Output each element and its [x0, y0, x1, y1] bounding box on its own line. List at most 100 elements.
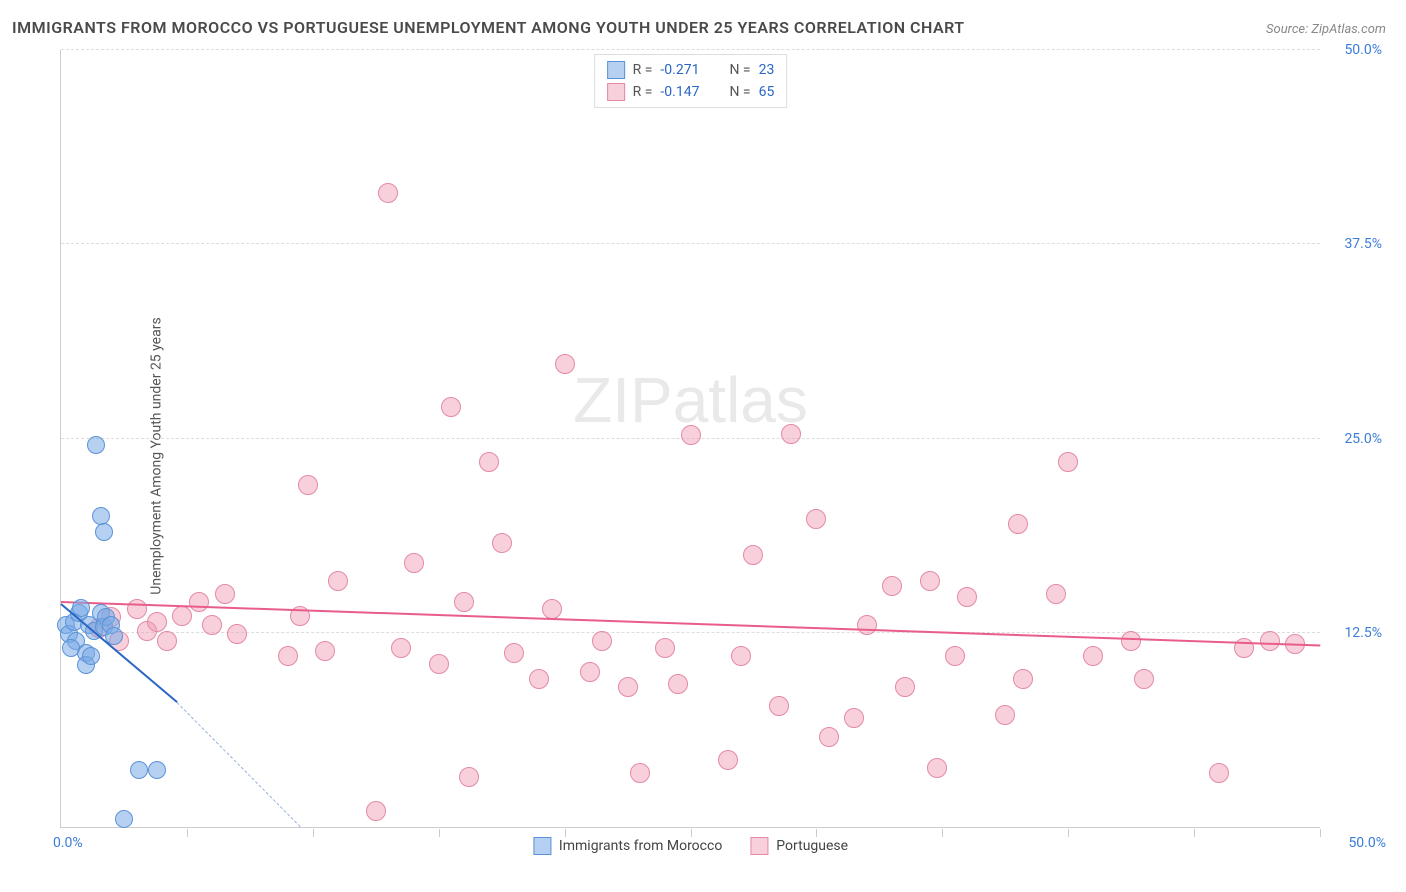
morocco-marker: [87, 436, 105, 454]
y-tick-label: 25.0%: [1344, 431, 1382, 447]
portuguese-marker: [504, 643, 524, 663]
portuguese-marker: [743, 545, 763, 565]
portuguese-marker: [202, 615, 222, 635]
portuguese-marker: [895, 677, 915, 697]
x-tick: [565, 829, 566, 837]
morocco-marker: [62, 639, 80, 657]
legend-corr-row-morocco: R =-0.271N =23: [607, 59, 775, 81]
legend-series: Immigrants from Morocco Portuguese: [533, 837, 848, 855]
portuguese-marker: [454, 592, 474, 612]
portuguese-marker: [429, 654, 449, 674]
portuguese-marker: [630, 763, 650, 783]
portuguese-marker: [927, 758, 947, 778]
portuguese-marker: [404, 553, 424, 573]
source-attribution: Source: ZipAtlas.com: [1266, 22, 1386, 37]
legend-corr-row-portuguese: R = -0.147 N = 65: [607, 81, 775, 103]
plot-area: ZIPatlas R =-0.271N =23R =-0.147N =65 0.…: [60, 50, 1320, 828]
portuguese-marker: [555, 354, 575, 374]
legend-r-value: -0.147: [660, 81, 699, 103]
x-origin-label: 0.0%: [53, 835, 83, 851]
portuguese-marker: [681, 425, 701, 445]
chart-title: IMMIGRANTS FROM MOROCCO VS PORTUGUESE UN…: [12, 18, 965, 37]
portuguese-marker: [278, 646, 298, 666]
portuguese-marker: [328, 571, 348, 591]
legend-swatch: [750, 837, 768, 855]
morocco-marker: [82, 647, 100, 665]
portuguese-marker: [655, 638, 675, 658]
x-tick: [313, 829, 314, 837]
portuguese-marker: [366, 801, 386, 821]
x-tick: [1194, 829, 1195, 837]
portuguese-marker: [529, 669, 549, 689]
legend-correlation: R =-0.271N =23R = -0.147 N = 65: [594, 54, 788, 108]
portuguese-marker: [1134, 669, 1154, 689]
grid-line: [61, 49, 1320, 50]
portuguese-marker: [1046, 584, 1066, 604]
portuguese-marker: [781, 424, 801, 444]
portuguese-marker: [580, 662, 600, 682]
portuguese-marker: [819, 727, 839, 747]
portuguese-marker: [172, 606, 192, 626]
legend-n-label: N =: [729, 81, 750, 103]
legend-swatch: [607, 83, 625, 101]
portuguese-trend-line: [61, 601, 1320, 647]
x-tick: [187, 829, 188, 837]
legend-series-item-morocco: Immigrants from Morocco: [533, 837, 722, 855]
x-tick: [691, 829, 692, 837]
portuguese-marker: [1083, 646, 1103, 666]
x-tick: [1320, 829, 1321, 837]
portuguese-marker: [618, 677, 638, 697]
portuguese-marker: [298, 475, 318, 495]
portuguese-marker: [215, 584, 235, 604]
y-tick-label: 50.0%: [1344, 42, 1382, 58]
legend-n-value: 65: [759, 81, 775, 103]
portuguese-marker: [189, 592, 209, 612]
x-tick: [816, 829, 817, 837]
legend-r-label: R =: [633, 59, 653, 81]
portuguese-marker: [1008, 514, 1028, 534]
x-tick: [942, 829, 943, 837]
x-tick: [439, 829, 440, 837]
x-tick: [1068, 829, 1069, 837]
portuguese-marker: [1058, 452, 1078, 472]
portuguese-marker: [920, 571, 940, 591]
legend-series-item-portuguese: Portuguese: [750, 837, 848, 855]
legend-series-label: Portuguese: [776, 838, 848, 854]
portuguese-marker: [492, 533, 512, 553]
morocco-trend-dash: [176, 702, 300, 827]
portuguese-marker: [592, 631, 612, 651]
portuguese-marker: [945, 646, 965, 666]
chart-container: Unemployment Among Youth under 25 years …: [48, 50, 1390, 862]
legend-r-label: R =: [633, 81, 653, 103]
morocco-marker: [115, 810, 133, 828]
portuguese-marker: [1260, 631, 1280, 651]
morocco-marker: [130, 761, 148, 779]
y-tick-label: 12.5%: [1344, 625, 1382, 641]
morocco-marker: [95, 523, 113, 541]
portuguese-marker: [1013, 669, 1033, 689]
portuguese-marker: [459, 767, 479, 787]
y-tick-label: 37.5%: [1344, 236, 1382, 252]
portuguese-marker: [668, 674, 688, 694]
portuguese-marker: [731, 646, 751, 666]
portuguese-marker: [147, 612, 167, 632]
portuguese-marker: [769, 696, 789, 716]
portuguese-marker: [378, 183, 398, 203]
legend-swatch: [533, 837, 551, 855]
portuguese-marker: [806, 509, 826, 529]
portuguese-marker: [1121, 631, 1141, 651]
portuguese-marker: [882, 576, 902, 596]
watermark-bold: ZIP: [573, 364, 673, 436]
portuguese-marker: [542, 599, 562, 619]
portuguese-marker: [391, 638, 411, 658]
portuguese-marker: [315, 641, 335, 661]
portuguese-marker: [479, 452, 499, 472]
portuguese-marker: [157, 631, 177, 651]
portuguese-marker: [957, 587, 977, 607]
morocco-marker: [148, 761, 166, 779]
portuguese-marker: [844, 708, 864, 728]
portuguese-marker: [718, 750, 738, 770]
legend-n-label: N =: [729, 59, 750, 81]
legend-series-label: Immigrants from Morocco: [559, 838, 722, 854]
x-max-label: 50.0%: [1348, 835, 1386, 851]
